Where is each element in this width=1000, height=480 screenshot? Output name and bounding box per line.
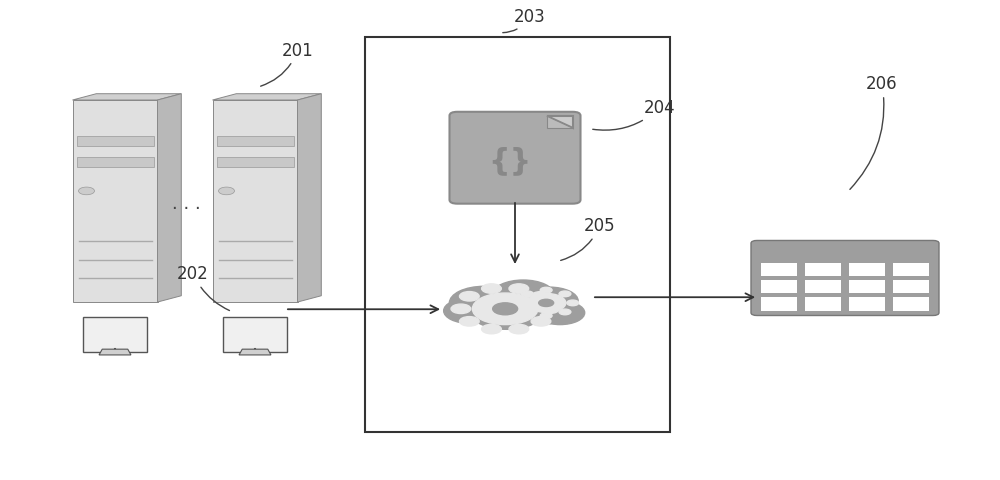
Circle shape xyxy=(526,294,566,312)
Circle shape xyxy=(507,293,572,325)
Circle shape xyxy=(540,304,559,314)
Circle shape xyxy=(449,287,518,320)
Polygon shape xyxy=(99,349,131,355)
Circle shape xyxy=(536,301,585,325)
Polygon shape xyxy=(77,137,154,147)
Text: 204: 204 xyxy=(593,99,676,131)
Circle shape xyxy=(521,288,578,315)
FancyBboxPatch shape xyxy=(450,113,580,204)
FancyBboxPatch shape xyxy=(849,280,885,294)
Circle shape xyxy=(509,284,529,294)
Polygon shape xyxy=(158,95,181,302)
Text: 203: 203 xyxy=(503,8,546,34)
Circle shape xyxy=(459,292,479,301)
Circle shape xyxy=(531,317,551,326)
Circle shape xyxy=(482,324,501,334)
Circle shape xyxy=(482,284,501,294)
Circle shape xyxy=(492,280,554,311)
Circle shape xyxy=(218,188,234,195)
Text: 206: 206 xyxy=(850,75,898,190)
FancyBboxPatch shape xyxy=(805,298,841,311)
Circle shape xyxy=(493,303,518,315)
Polygon shape xyxy=(239,349,271,355)
FancyBboxPatch shape xyxy=(761,280,797,294)
Polygon shape xyxy=(212,101,298,302)
Polygon shape xyxy=(77,157,154,168)
FancyBboxPatch shape xyxy=(223,318,287,352)
Circle shape xyxy=(521,291,533,297)
FancyBboxPatch shape xyxy=(805,263,841,276)
Polygon shape xyxy=(212,95,321,101)
Polygon shape xyxy=(298,95,321,302)
Circle shape xyxy=(472,293,538,325)
FancyBboxPatch shape xyxy=(761,298,797,311)
FancyBboxPatch shape xyxy=(849,298,885,311)
FancyBboxPatch shape xyxy=(805,280,841,294)
Circle shape xyxy=(451,304,471,314)
FancyBboxPatch shape xyxy=(83,318,147,352)
FancyBboxPatch shape xyxy=(761,263,797,276)
Polygon shape xyxy=(216,157,294,168)
FancyBboxPatch shape xyxy=(849,263,885,276)
Text: · · ·: · · · xyxy=(172,200,200,218)
Circle shape xyxy=(79,188,95,195)
Polygon shape xyxy=(73,101,158,302)
FancyBboxPatch shape xyxy=(893,263,929,276)
Polygon shape xyxy=(216,137,294,147)
Circle shape xyxy=(470,294,544,330)
Polygon shape xyxy=(547,117,572,129)
Text: 202: 202 xyxy=(177,264,229,311)
Circle shape xyxy=(509,324,529,334)
FancyBboxPatch shape xyxy=(893,280,929,294)
Circle shape xyxy=(559,310,571,315)
Polygon shape xyxy=(73,95,181,101)
Circle shape xyxy=(539,300,554,307)
Circle shape xyxy=(514,300,525,306)
Circle shape xyxy=(459,317,479,326)
Circle shape xyxy=(567,300,579,306)
FancyBboxPatch shape xyxy=(893,298,929,311)
Circle shape xyxy=(540,313,552,319)
Circle shape xyxy=(521,310,533,315)
Text: 201: 201 xyxy=(261,41,314,87)
Text: 205: 205 xyxy=(561,216,616,261)
Polygon shape xyxy=(547,117,572,129)
Circle shape xyxy=(444,299,496,324)
Text: {}: {} xyxy=(488,146,532,175)
Circle shape xyxy=(531,292,551,301)
FancyBboxPatch shape xyxy=(751,241,939,316)
Circle shape xyxy=(559,291,571,297)
FancyBboxPatch shape xyxy=(365,38,670,432)
Circle shape xyxy=(540,288,552,293)
